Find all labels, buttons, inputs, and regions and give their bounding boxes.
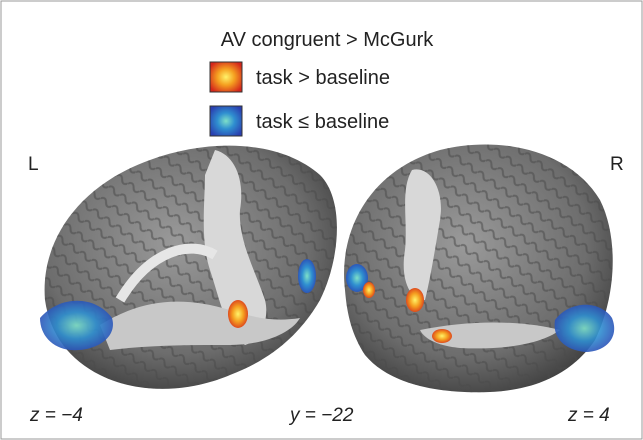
title: AV congruent > McGurk [221,29,435,51]
slice-label: z = −4 [29,405,83,426]
legend-label: task > baseline [256,67,390,89]
right-brain [344,144,614,392]
figure: AV congruent > McGurk task > baseline ta… [0,0,643,440]
slice-label: z = 4 [567,405,610,426]
hemisphere-label: R [610,154,624,175]
hemisphere-label: L [28,154,39,175]
legend-label: task ≤ baseline [256,111,389,133]
legend-swatch-cold [210,106,242,136]
slice-label: y = −22 [288,405,354,426]
legend-swatch-hot [210,62,242,92]
